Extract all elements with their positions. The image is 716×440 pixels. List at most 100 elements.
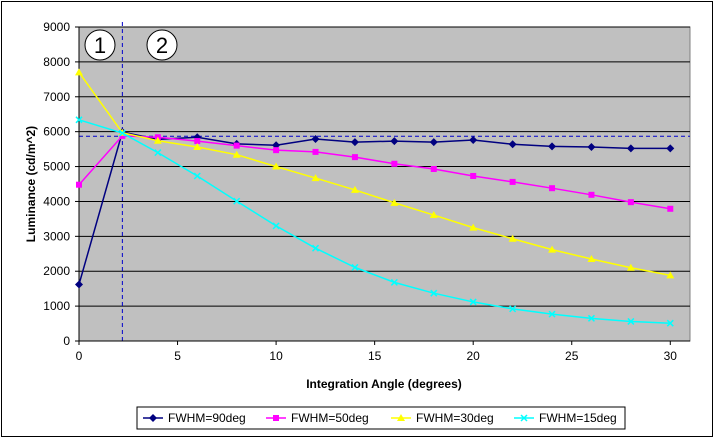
legend-marker (397, 414, 405, 421)
y-tick-label: 5000 (43, 160, 70, 174)
data-point (233, 142, 240, 149)
y-tick-label: 3000 (43, 229, 70, 243)
legend-item: FWHM=90deg (143, 411, 246, 425)
y-tick-label: 9000 (43, 20, 70, 34)
legend-label: FWHM=30deg (416, 411, 494, 425)
data-point (626, 144, 635, 153)
legend-marker (273, 415, 279, 421)
y-tick-label: 7000 (43, 90, 70, 104)
data-point (470, 172, 477, 179)
marker-stroke (509, 305, 517, 313)
marker-stroke (193, 172, 201, 180)
y-tick-label: 6000 (43, 125, 70, 139)
data-point (587, 143, 596, 152)
data-point (508, 140, 517, 149)
data-point (272, 222, 280, 230)
data-point (232, 150, 241, 158)
y-tick-label: 2000 (43, 264, 70, 278)
legend: FWHM=90deg FWHM=50deg FWHM=30deg FWHM=15deg (136, 406, 626, 430)
data-point (194, 138, 201, 145)
series-group (75, 68, 675, 327)
data-point (430, 289, 438, 297)
data-point (351, 154, 358, 161)
data-point (626, 263, 635, 271)
data-point (666, 319, 674, 327)
data-point (272, 162, 281, 170)
data-point (666, 144, 675, 153)
data-point (76, 181, 82, 188)
series-line (78, 131, 671, 285)
marker-stroke (666, 319, 674, 327)
marker-stroke (520, 414, 528, 422)
data-point (351, 263, 359, 271)
marker-stroke (587, 314, 595, 322)
data-point (587, 314, 595, 322)
marker-stroke (233, 197, 241, 205)
series-line (78, 135, 671, 210)
data-point (430, 165, 437, 172)
series-3 (75, 68, 675, 279)
legend-item: FWHM=15deg (514, 411, 617, 425)
data-point (627, 317, 635, 325)
y-tick-label: 4000 (43, 194, 70, 208)
annotation-circle (84, 29, 116, 61)
axes: 0 1000 2000 3000 4000 5000 6000 7000 8000 9000 0 5 1… (43, 20, 690, 363)
data-point (509, 305, 517, 313)
marker-stroke (351, 263, 359, 271)
series-line (78, 71, 671, 277)
legend-label: FWHM=50deg (291, 411, 369, 425)
annotation-label: 2 (156, 33, 168, 58)
data-point (233, 197, 241, 205)
data-point (119, 132, 126, 139)
legend-item: FWHM=50deg (266, 411, 369, 425)
data-point (548, 310, 556, 318)
data-point (311, 134, 320, 143)
data-point (193, 172, 201, 180)
data-point (667, 205, 674, 212)
legend-marker (520, 414, 528, 422)
data-point (350, 185, 359, 193)
x-tick-label: 10 (269, 349, 283, 363)
y-tick-label: 0 (63, 334, 70, 348)
plot-area (78, 26, 691, 342)
data-point (390, 137, 399, 146)
marker-stroke (75, 116, 83, 124)
x-tick-label: 5 (174, 349, 181, 363)
data-point (311, 174, 320, 182)
data-point (193, 143, 202, 151)
marker-stroke (548, 310, 556, 318)
x-tick-label: 30 (664, 349, 678, 363)
data-point (390, 198, 399, 206)
marker-stroke (154, 149, 162, 157)
data-point (273, 147, 280, 154)
data-point (508, 234, 517, 242)
legend-label: FWHM=90deg (168, 411, 246, 425)
marker-stroke (430, 289, 438, 297)
data-point (75, 280, 83, 289)
x-tick-label: 15 (368, 349, 382, 363)
legend-item: FWHM=30deg (391, 411, 494, 425)
annotation-circle (146, 29, 178, 61)
data-point (312, 148, 319, 155)
gridlines (79, 26, 690, 307)
data-point (509, 178, 516, 185)
data-point (75, 68, 83, 76)
marker-stroke (118, 129, 126, 137)
y-tick-label: 8000 (43, 55, 70, 69)
data-point (588, 191, 595, 198)
data-point (390, 278, 398, 286)
legend-label: FWHM=15deg (539, 411, 617, 425)
data-point (154, 149, 162, 157)
data-point (469, 223, 478, 231)
data-point (548, 142, 557, 151)
data-point (153, 136, 162, 144)
marker-stroke (627, 317, 635, 325)
data-point (350, 138, 359, 147)
x-tick-label: 0 (76, 349, 83, 363)
data-point (666, 271, 675, 279)
marker-stroke (311, 244, 320, 252)
data-point (587, 255, 596, 263)
data-point (469, 136, 478, 145)
